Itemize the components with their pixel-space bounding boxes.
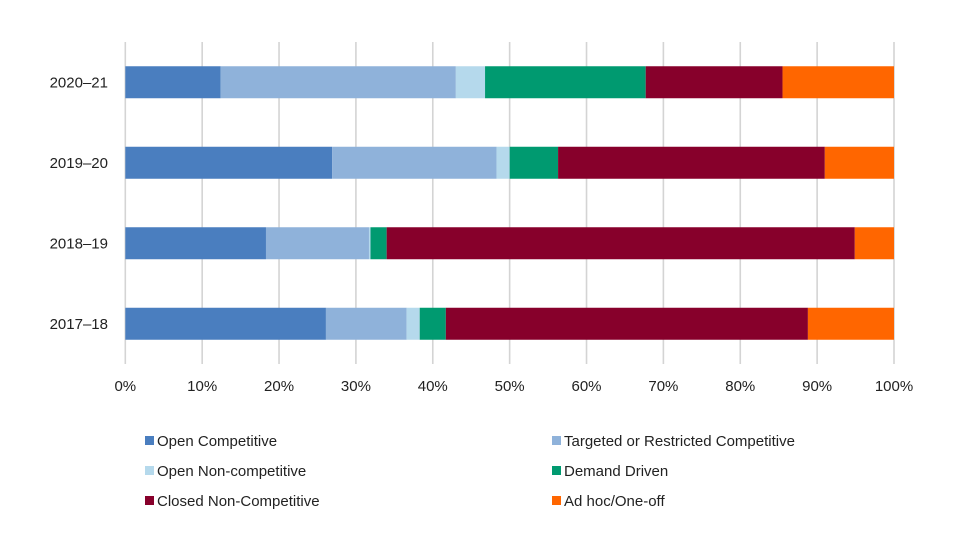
legend-label: Ad hoc/One-off [564, 493, 665, 510]
x-tick-label: 20% [264, 378, 294, 395]
legend-swatch [145, 496, 154, 505]
x-tick-label: 10% [187, 378, 217, 395]
legend-item: Demand Driven [552, 463, 668, 480]
legend-label: Open Non-competitive [157, 463, 306, 480]
legend-label: Open Competitive [157, 433, 277, 450]
category-label: 2019–20 [50, 155, 108, 172]
x-tick-label: 100% [875, 378, 913, 395]
bar-segment [782, 66, 894, 99]
bar-segment [645, 66, 783, 99]
category-labels: 2020–21 2019–20 2018–19 2017–18 [50, 74, 108, 333]
x-tick-label: 60% [572, 378, 602, 395]
bar-segment [368, 227, 371, 260]
bar-segment [445, 307, 808, 340]
category-label: 2017–18 [50, 316, 108, 333]
legend-label: Demand Driven [564, 463, 668, 480]
legend-label: Targeted or Restricted Competitive [564, 433, 795, 450]
legend-swatch [552, 466, 561, 475]
legend-item: Closed Non-Competitive [145, 493, 320, 510]
x-tick-label: 70% [648, 378, 678, 395]
x-tick-label: 40% [418, 378, 448, 395]
bar-segment [265, 227, 369, 260]
legend-swatch [145, 436, 154, 445]
bar-segment [220, 66, 456, 99]
legend-swatch [145, 466, 154, 475]
x-tick-label: 0% [114, 378, 136, 395]
legend-item: Ad hoc/One-off [552, 493, 665, 510]
x-tick-label: 30% [341, 378, 371, 395]
bar-segment [125, 307, 326, 340]
legend-item: Open Non-competitive [145, 463, 306, 480]
category-label: 2018–19 [50, 235, 108, 252]
bar-segment [370, 227, 387, 260]
bar-segment [854, 227, 894, 260]
bar-segment [332, 146, 497, 179]
legend-swatch [552, 436, 561, 445]
bar-segment [824, 146, 894, 179]
bar-segment [125, 146, 333, 179]
category-label: 2020–21 [50, 74, 108, 91]
bar-segment [455, 66, 486, 99]
bar-segment [485, 66, 646, 99]
legend-item: Targeted or Restricted Competitive [552, 433, 795, 450]
bar-segment [496, 146, 510, 179]
bar-segment [406, 307, 420, 340]
legend-swatch [552, 496, 561, 505]
bar-segment [509, 146, 559, 179]
bar-segment [558, 146, 825, 179]
bar-segment [807, 307, 894, 340]
bars [125, 66, 894, 340]
legend-label: Closed Non-Competitive [157, 493, 320, 510]
legend: Open Competitive Targeted or Restricted C… [145, 433, 795, 510]
bar-segment [325, 307, 407, 340]
legend-item: Open Competitive [145, 433, 277, 450]
bar-segment [125, 66, 221, 99]
bar-segment [125, 227, 266, 260]
x-tick-label: 80% [725, 378, 755, 395]
bar-segment [386, 227, 855, 260]
x-tick-labels: 0% 10% 20% 30% 40% 50% 60% 70% 80% 90% 100% [114, 378, 913, 395]
bar-segment [419, 307, 446, 340]
x-tick-label: 90% [802, 378, 832, 395]
x-tick-label: 50% [495, 378, 525, 395]
